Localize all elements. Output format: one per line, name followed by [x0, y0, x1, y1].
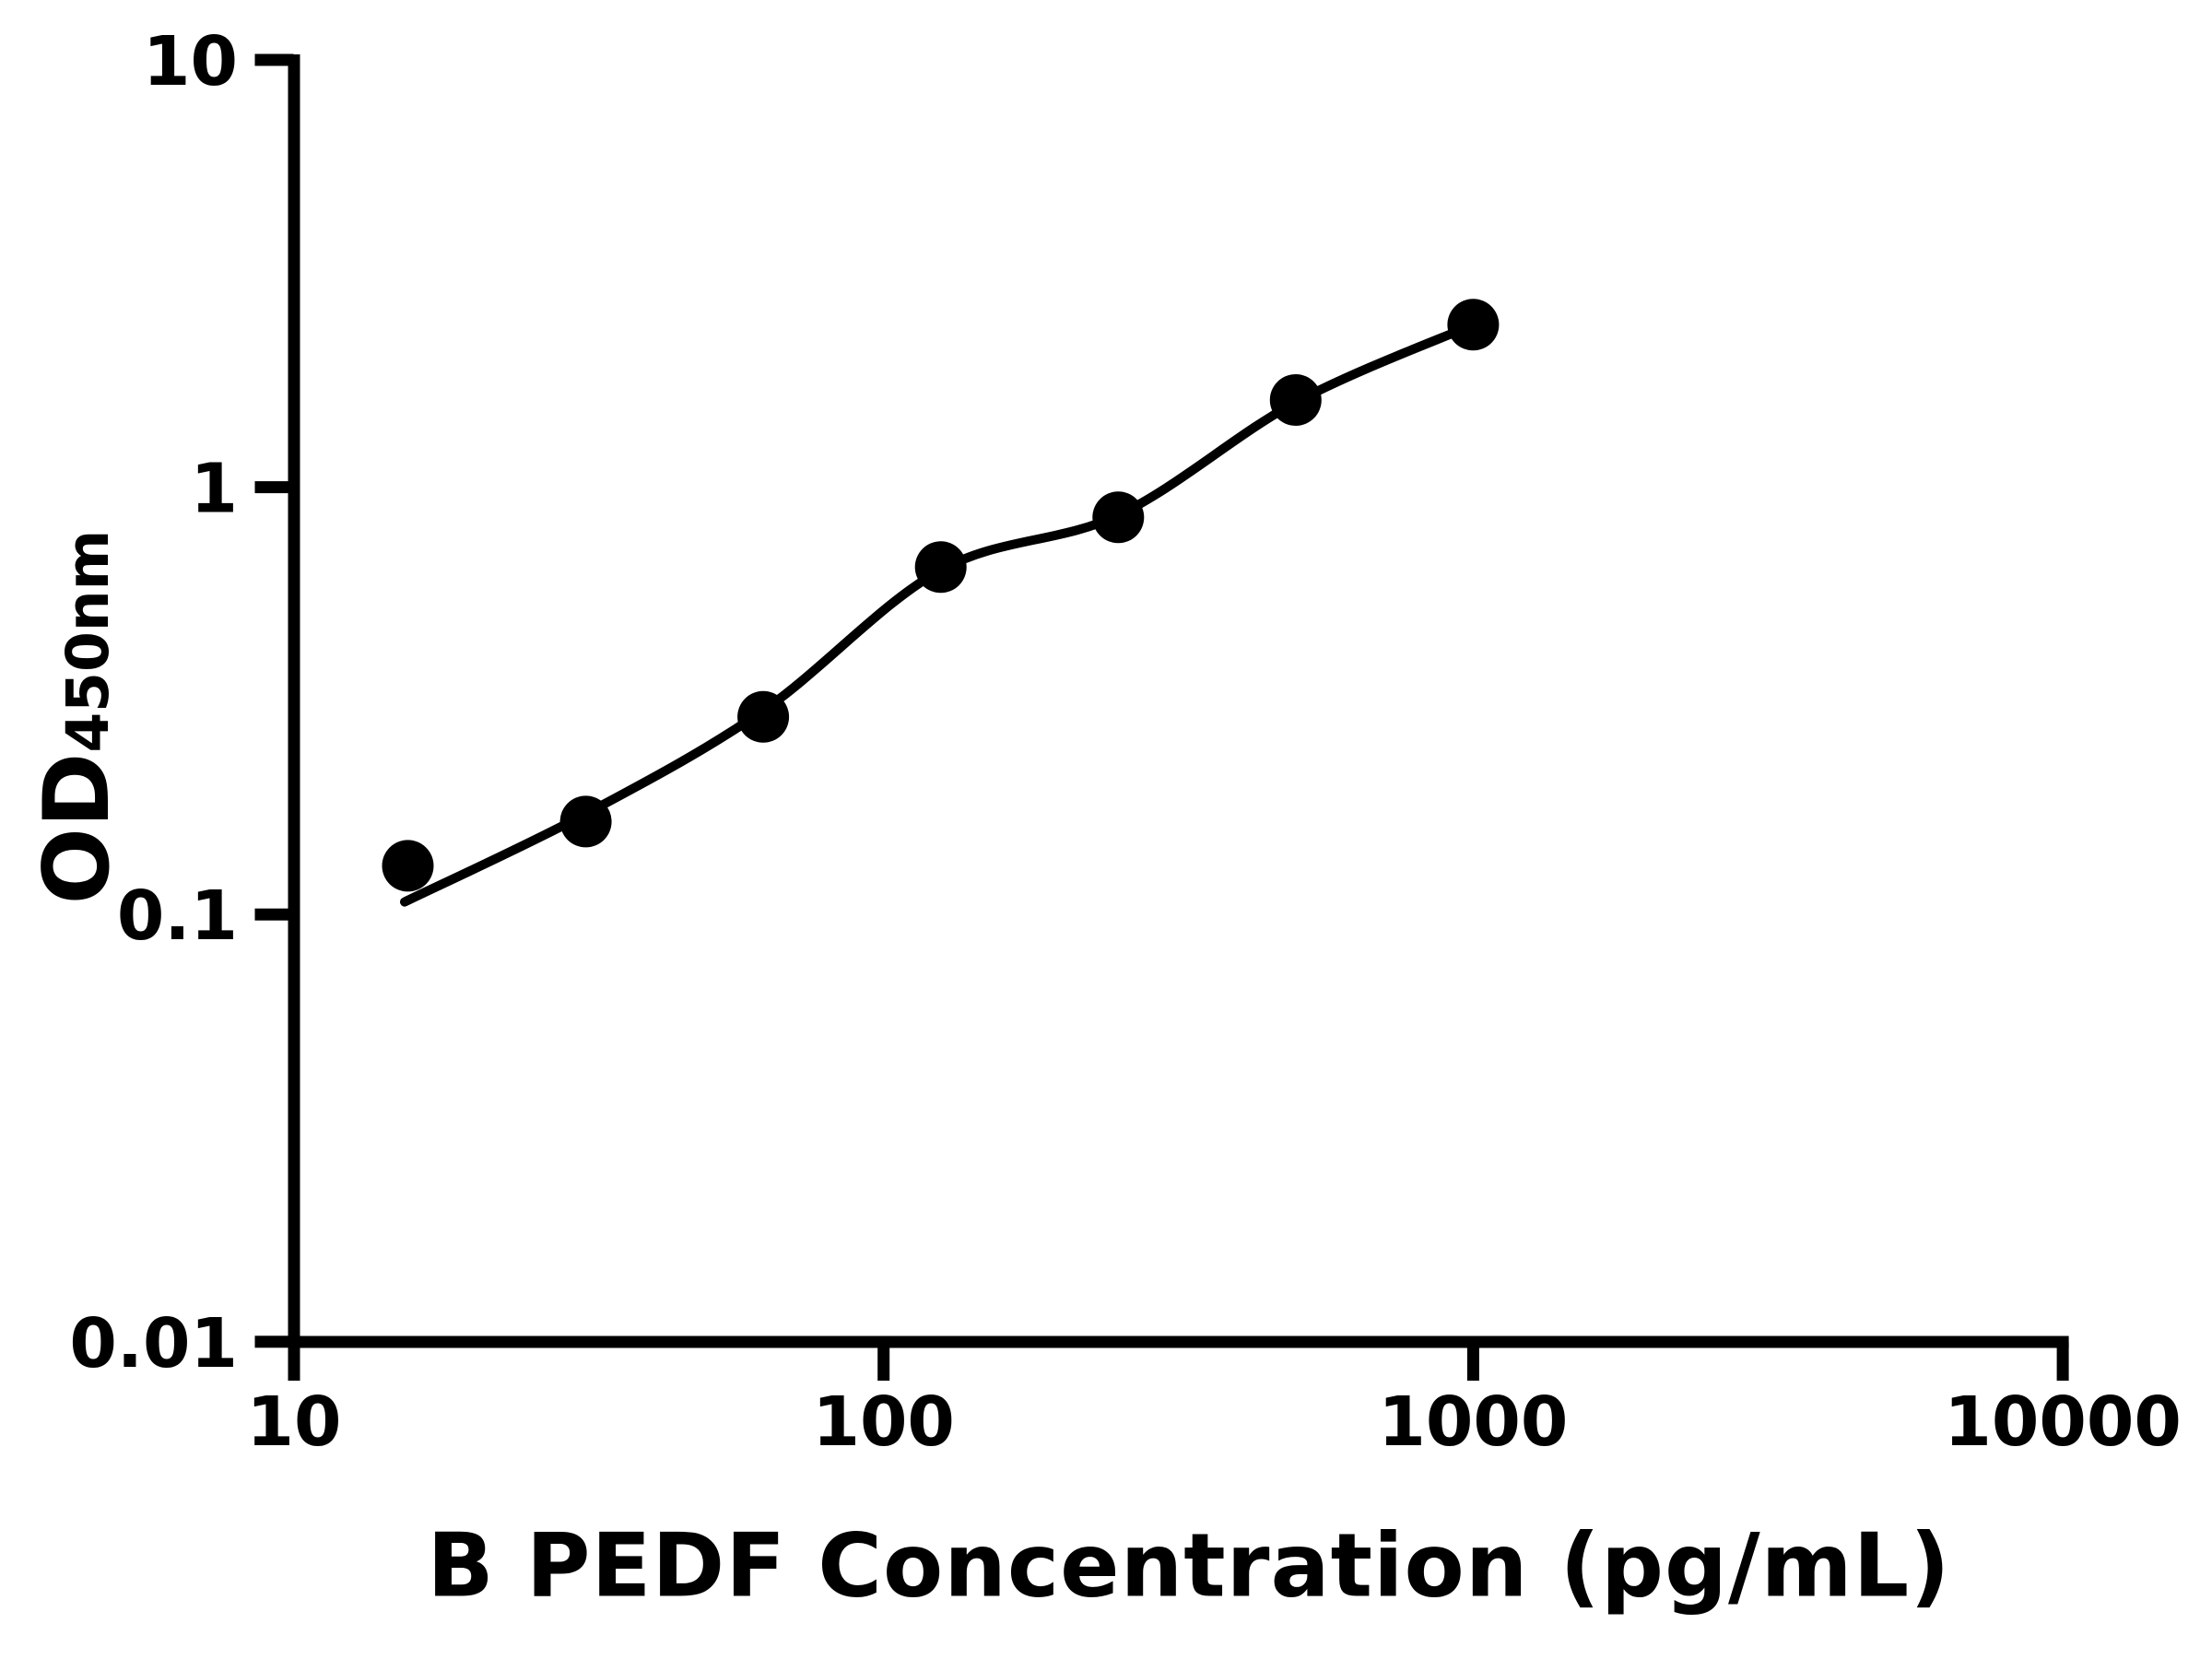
y-tick-label: 0.1	[117, 877, 238, 956]
y-tick-label: 10	[143, 22, 238, 101]
data-point	[382, 840, 434, 892]
y-tick	[254, 53, 294, 66]
y-tick	[254, 481, 294, 494]
y-tick	[254, 908, 294, 921]
data-point	[1447, 299, 1500, 351]
y-tick-label: 1	[191, 450, 239, 529]
x-tick-label: 1000	[1378, 1382, 1568, 1462]
x-axis-title: B PEDF Concentration (pg/mL)	[427, 1515, 1951, 1618]
x-tick-label: 10000	[1944, 1382, 2181, 1462]
x-tick	[288, 1342, 300, 1381]
x-axis-line	[288, 1335, 2069, 1348]
data-point	[1092, 491, 1145, 544]
y-tick	[254, 1335, 294, 1348]
x-tick-label: 100	[812, 1382, 954, 1462]
y-tick-label: 0.01	[69, 1304, 238, 1383]
x-tick-label: 10	[247, 1382, 342, 1462]
y-axis-title-subscript: 450nm	[54, 529, 122, 753]
data-point	[737, 690, 790, 743]
data-point	[1269, 374, 1322, 426]
y-axis-title: OD450nm	[25, 529, 130, 905]
x-tick	[2056, 1342, 2069, 1381]
data-point	[559, 795, 612, 848]
y-axis-title-main: OD	[25, 752, 130, 905]
data-point	[914, 541, 967, 594]
x-tick	[1466, 1342, 1479, 1381]
y-axis-line	[288, 54, 300, 1348]
x-tick	[877, 1342, 890, 1381]
